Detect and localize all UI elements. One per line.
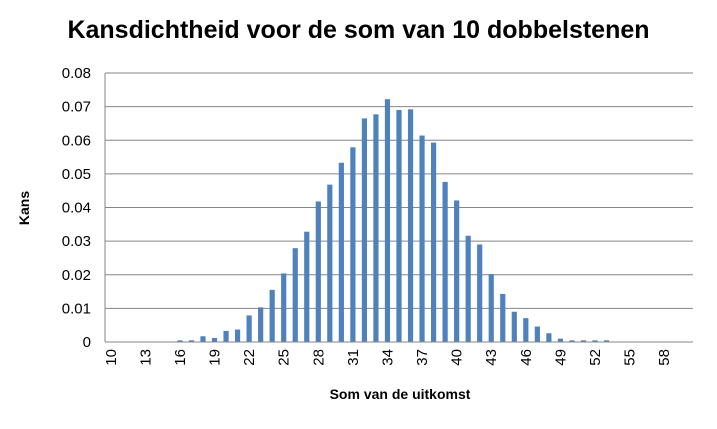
- bar-50: [569, 340, 575, 342]
- x-tick-label: 55: [622, 349, 639, 366]
- bar-29: [327, 184, 333, 342]
- y-tick-label: 0.07: [62, 99, 91, 116]
- bar-33: [373, 114, 379, 342]
- bar-31: [350, 147, 356, 342]
- x-tick-label: 58: [656, 349, 673, 366]
- bar-19: [211, 337, 218, 342]
- x-tick-label: 52: [587, 349, 604, 366]
- x-tick-label: 37: [414, 349, 431, 366]
- bar-27: [304, 231, 310, 342]
- bar-22: [246, 315, 252, 342]
- bar-28: [315, 201, 321, 342]
- bar-23: [258, 307, 264, 342]
- x-tick-label: 40: [449, 349, 466, 366]
- bar-40: [454, 200, 460, 342]
- bars: [177, 99, 610, 342]
- bar-47: [534, 326, 540, 342]
- bar-51: [580, 340, 587, 342]
- bar-48: [546, 333, 552, 342]
- x-axis-label: Som van de uitkomst: [329, 386, 471, 402]
- bar-34: [384, 99, 391, 342]
- x-tick-label: 13: [137, 349, 154, 366]
- x-tick-label: 34: [379, 349, 396, 366]
- x-tick-label: 19: [207, 349, 224, 366]
- bar-43: [488, 274, 494, 342]
- bar-16: [177, 340, 183, 342]
- bar-38: [430, 142, 437, 342]
- y-tick-label: 0.03: [62, 233, 91, 250]
- chart-title: Kansdichtheid voor de som van 10 dobbels…: [67, 16, 650, 44]
- bar-49: [557, 338, 564, 342]
- y-tick-label: 0.08: [62, 65, 91, 82]
- y-tick-label: 0.06: [62, 132, 91, 149]
- x-tick-label: 10: [103, 349, 120, 366]
- x-tick-label: 28: [310, 349, 327, 366]
- bar-20: [223, 330, 229, 342]
- x-tick-label: 46: [518, 349, 535, 366]
- x-axis-ticks: 10 13 16 19 22 25 28 31 34 37 40 43 46 49 52 55 58: [103, 349, 673, 366]
- x-tick-label: 22: [241, 349, 258, 366]
- x-tick-label: 43: [483, 349, 500, 366]
- x-tick-label: 16: [172, 349, 189, 366]
- bar-42: [477, 244, 483, 342]
- bar-24: [269, 289, 275, 342]
- y-tick-label: 0.04: [62, 200, 91, 217]
- bar-46: [523, 318, 529, 342]
- bar-36: [407, 109, 414, 342]
- bar-21: [234, 329, 241, 342]
- bar-44: [500, 293, 506, 342]
- bar-35: [396, 109, 402, 342]
- bar-41: [465, 235, 471, 342]
- bar-32: [361, 118, 368, 342]
- y-tick-label: 0.01: [62, 300, 91, 317]
- bar-18: [200, 336, 206, 342]
- bar-52: [592, 340, 598, 342]
- y-tick-label: 0.05: [62, 166, 91, 183]
- bar-53: [603, 340, 610, 342]
- bar-37: [419, 135, 425, 342]
- bar-30: [338, 162, 344, 342]
- bar-26: [292, 248, 298, 342]
- bar-45: [511, 311, 517, 342]
- y-axis-ticks: 0 0.01 0.02 0.03 0.04 0.05 0.06 0.07 0.08: [62, 65, 91, 351]
- y-tick-label: 0: [83, 334, 91, 351]
- bar-39: [442, 181, 448, 342]
- y-tick-label: 0.02: [62, 267, 91, 284]
- x-tick-label: 31: [345, 349, 362, 366]
- x-tick-label: 49: [552, 349, 569, 366]
- bar-17: [188, 340, 195, 342]
- y-axis-label: Kans: [16, 190, 32, 226]
- x-tick-label: 25: [276, 349, 293, 366]
- bar-25: [281, 273, 287, 342]
